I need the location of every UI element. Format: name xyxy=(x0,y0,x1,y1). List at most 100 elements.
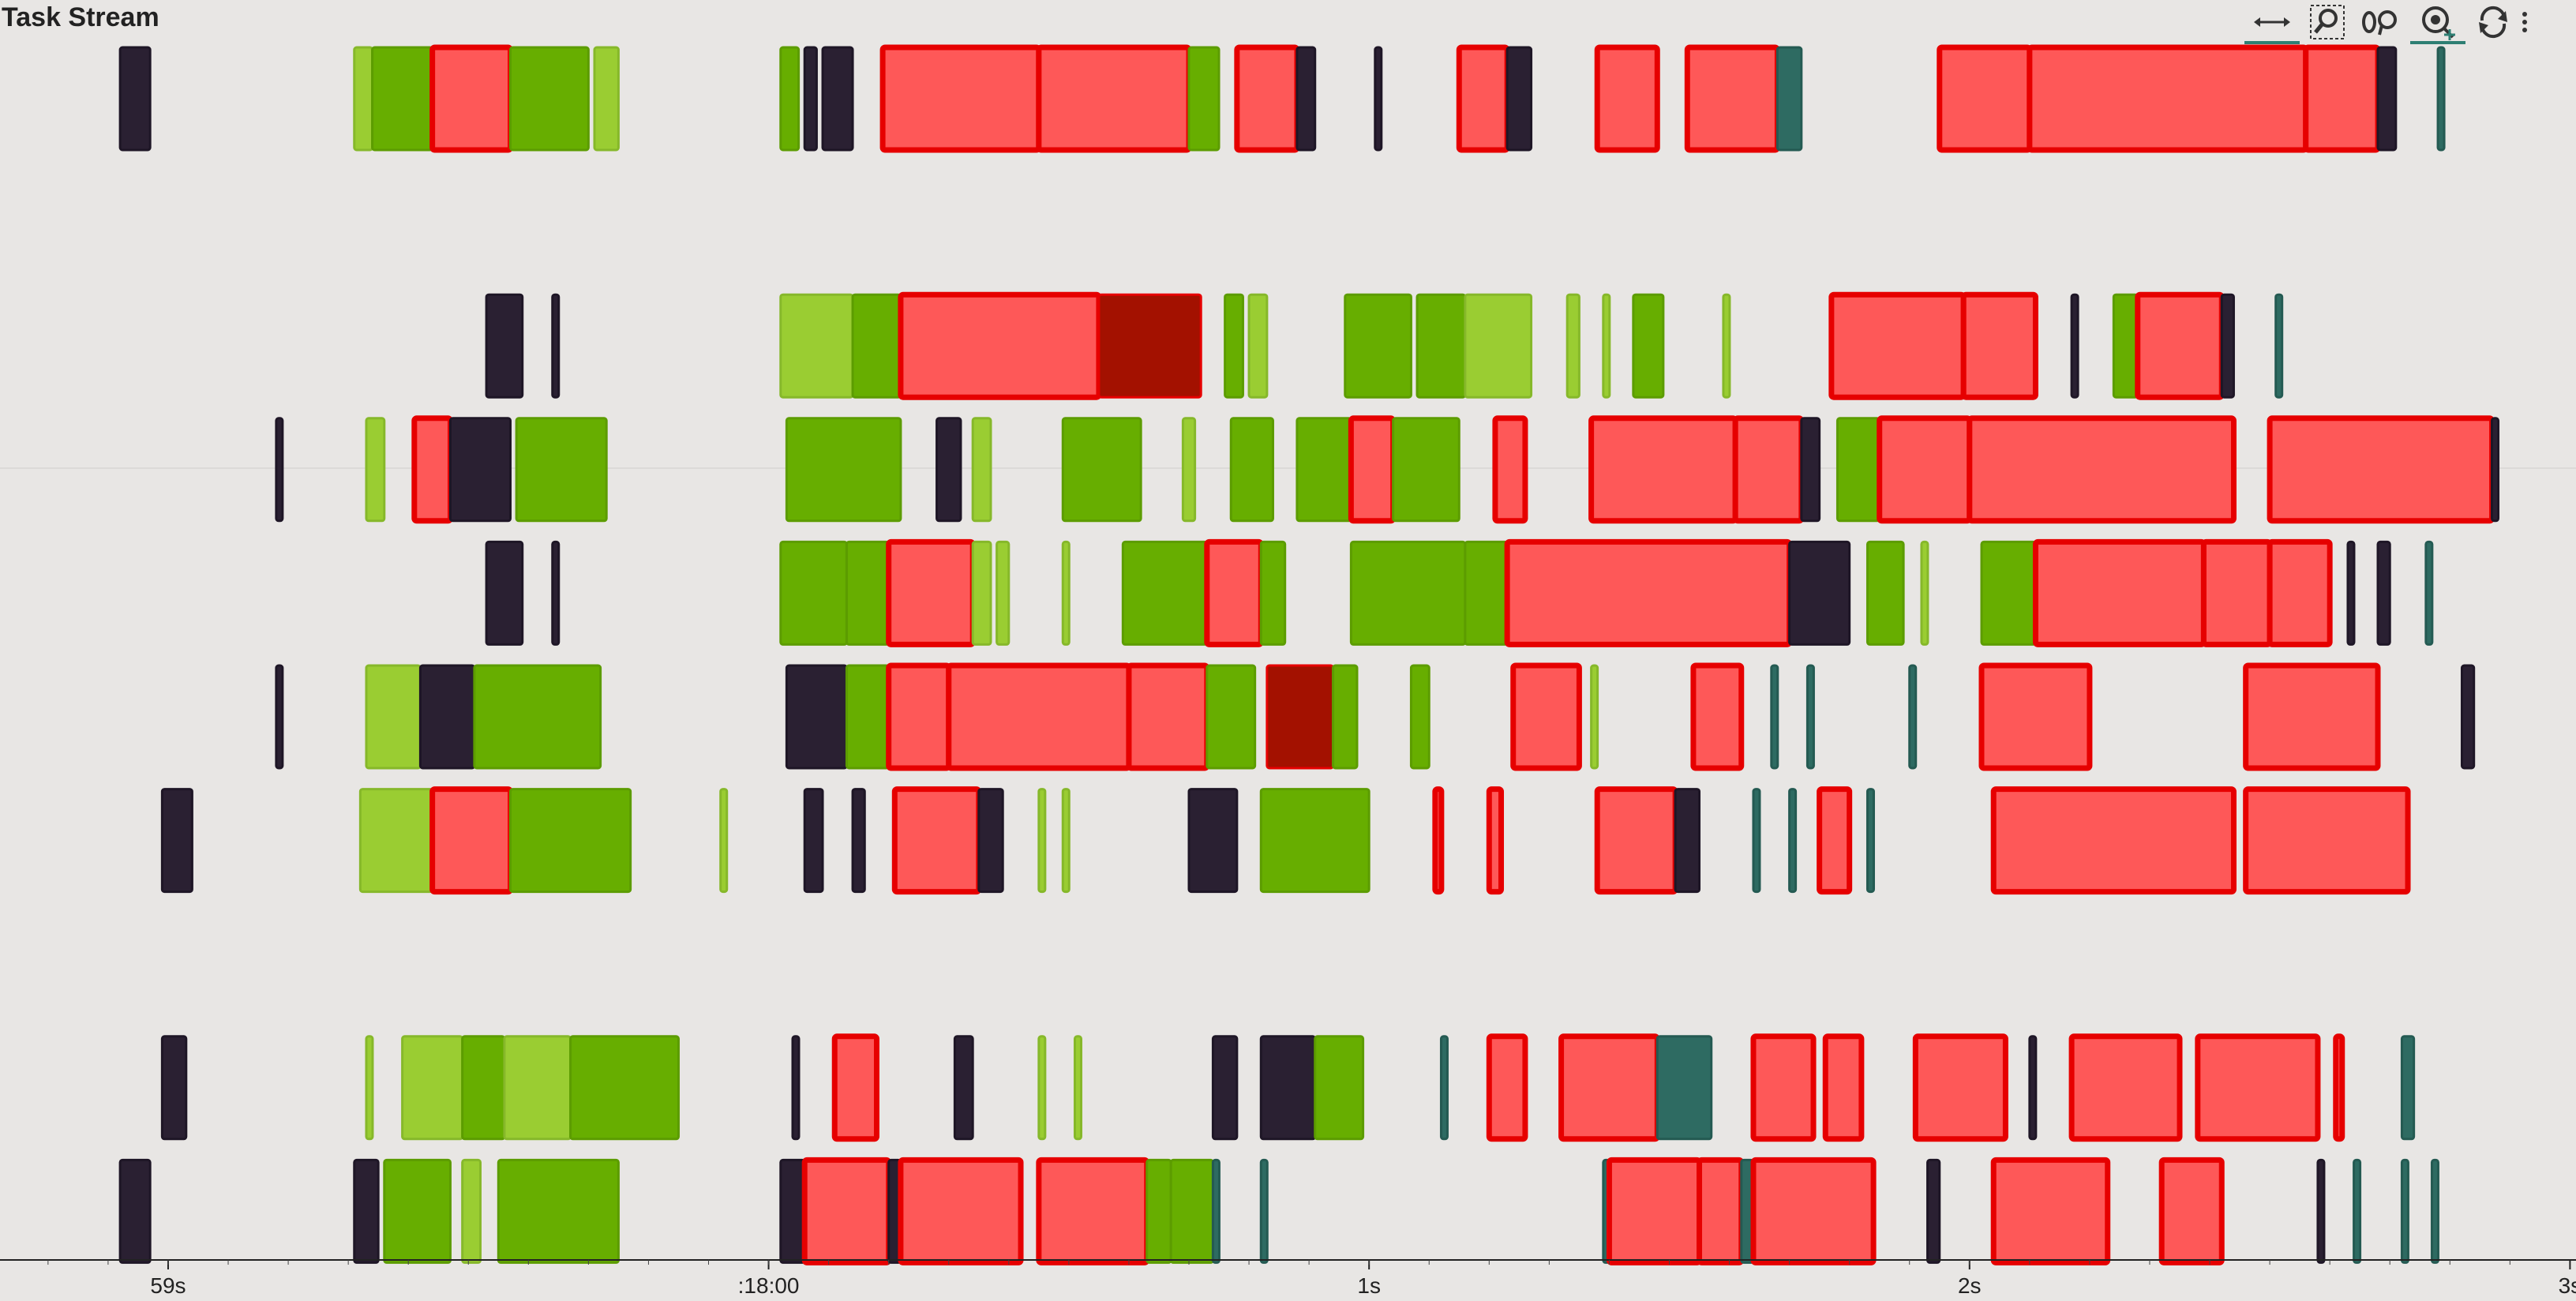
task-bar[interactable] xyxy=(791,1035,801,1141)
task-bar[interactable] xyxy=(1259,1035,1317,1141)
task-bar[interactable] xyxy=(1486,786,1505,895)
task-bar[interactable] xyxy=(1770,664,1779,770)
task-bar[interactable] xyxy=(1920,540,1929,646)
task-bar[interactable] xyxy=(803,46,818,152)
task-bar[interactable] xyxy=(1234,44,1300,153)
task-bar[interactable] xyxy=(779,293,854,399)
task-bar[interactable] xyxy=(551,540,561,646)
task-bar[interactable] xyxy=(485,540,524,646)
task-bar[interactable] xyxy=(371,46,434,152)
task-bar[interactable] xyxy=(1865,540,1905,646)
task-bar[interactable] xyxy=(1464,540,1509,646)
task-bar[interactable] xyxy=(821,46,854,152)
task-bar[interactable] xyxy=(1392,417,1460,523)
task-bar[interactable] xyxy=(1037,1035,1047,1141)
task-bar[interactable] xyxy=(1344,293,1412,399)
task-bar[interactable] xyxy=(1492,415,1528,524)
task-bar[interactable] xyxy=(1594,786,1678,895)
task-bar[interactable] xyxy=(1805,664,1815,770)
task-bar[interactable] xyxy=(2028,1035,2038,1141)
task-bar[interactable] xyxy=(365,664,422,770)
task-bar[interactable] xyxy=(1505,46,1533,152)
task-bar[interactable] xyxy=(275,664,284,770)
task-bar[interactable] xyxy=(2243,786,2411,895)
task-bar[interactable] xyxy=(365,417,386,523)
task-bar[interactable] xyxy=(1722,293,1731,399)
task-bar[interactable] xyxy=(1980,540,2037,646)
task-bar[interactable] xyxy=(569,1035,680,1141)
task-bar[interactable] xyxy=(1822,1033,1865,1142)
task-bar[interactable] xyxy=(1332,664,1359,770)
task-bar[interactable] xyxy=(1349,540,1467,646)
task-bar[interactable] xyxy=(429,786,514,895)
task-bar[interactable] xyxy=(1828,291,1967,400)
task-bar[interactable] xyxy=(785,664,848,770)
task-bar[interactable] xyxy=(1788,540,1851,646)
task-bar[interactable] xyxy=(1632,293,1665,399)
task-bar[interactable] xyxy=(551,293,561,399)
task-bar[interactable] xyxy=(1800,417,1821,523)
task-bar[interactable] xyxy=(831,1033,879,1142)
task-bar[interactable] xyxy=(1374,46,1383,152)
task-bar[interactable] xyxy=(845,664,891,770)
task-bar[interactable] xyxy=(1486,1033,1528,1142)
task-bar[interactable] xyxy=(2333,1033,2345,1142)
task-bar[interactable] xyxy=(936,417,962,523)
task-bar[interactable] xyxy=(886,538,976,647)
task-bar[interactable] xyxy=(1590,664,1599,770)
task-bar[interactable] xyxy=(2027,44,2309,153)
task-bar[interactable] xyxy=(2430,1158,2439,1264)
task-bar[interactable] xyxy=(898,291,1102,400)
task-bar[interactable] xyxy=(1259,540,1287,646)
task-bar[interactable] xyxy=(2353,1158,2362,1264)
task-bar[interactable] xyxy=(2400,1158,2409,1264)
task-bar[interactable] xyxy=(1409,664,1430,770)
task-bar[interactable] xyxy=(1295,46,1317,152)
task-bar[interactable] xyxy=(118,1158,152,1264)
task-bar[interactable] xyxy=(383,1158,452,1264)
task-bar[interactable] xyxy=(977,788,1004,894)
task-bar[interactable] xyxy=(891,786,982,895)
task-bar[interactable] xyxy=(418,664,476,770)
task-bar[interactable] xyxy=(1602,293,1611,399)
task-bar[interactable] xyxy=(719,788,729,894)
reset-tool-button[interactable] xyxy=(2465,0,2521,44)
task-bar[interactable] xyxy=(1229,417,1274,523)
task-bar[interactable] xyxy=(1594,44,1660,153)
task-bar[interactable] xyxy=(1415,293,1467,399)
task-bar[interactable] xyxy=(946,662,1132,771)
task-bar[interactable] xyxy=(785,417,902,523)
task-bar[interactable] xyxy=(2424,540,2434,646)
task-bar[interactable] xyxy=(1732,415,1805,524)
task-bar[interactable] xyxy=(1684,44,1780,153)
task-bar[interactable] xyxy=(1464,293,1533,399)
task-bar[interactable] xyxy=(971,417,992,523)
task-bar[interactable] xyxy=(2267,415,2495,524)
task-bar[interactable] xyxy=(996,540,1011,646)
task-bar[interactable] xyxy=(1432,786,1445,895)
task-bar[interactable] xyxy=(1037,788,1047,894)
task-bar[interactable] xyxy=(803,788,824,894)
task-bar[interactable] xyxy=(801,1157,892,1265)
task-bar[interactable] xyxy=(1817,786,1853,895)
task-bar[interactable] xyxy=(1558,1033,1660,1142)
task-bar[interactable] xyxy=(1588,415,1738,524)
task-bar[interactable] xyxy=(497,1158,620,1264)
task-bar[interactable] xyxy=(2491,417,2500,523)
task-bar[interactable] xyxy=(509,788,632,894)
task-bar[interactable] xyxy=(461,1158,482,1264)
task-bar[interactable] xyxy=(845,540,891,646)
task-bar[interactable] xyxy=(509,46,590,152)
task-bar[interactable] xyxy=(1036,1157,1150,1265)
task-bar[interactable] xyxy=(2068,1033,2183,1142)
task-bar[interactable] xyxy=(2274,293,2284,399)
task-bar[interactable] xyxy=(365,1035,374,1141)
task-bar[interactable] xyxy=(1690,662,1745,771)
task-bar[interactable] xyxy=(2200,538,2273,647)
task-bar[interactable] xyxy=(2303,44,2381,153)
task-bar[interactable] xyxy=(886,662,952,771)
task-bar[interactable] xyxy=(1169,1158,1214,1264)
task-bar[interactable] xyxy=(1865,788,1875,894)
pan-tool-button[interactable] xyxy=(2244,0,2300,44)
